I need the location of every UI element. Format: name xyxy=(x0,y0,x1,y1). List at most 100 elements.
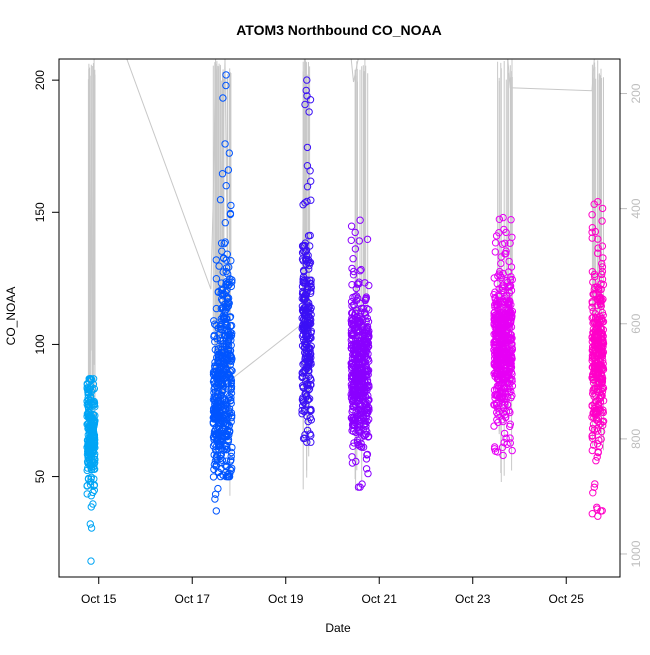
data-point xyxy=(361,309,369,317)
data-point xyxy=(508,382,517,390)
data-point xyxy=(219,94,227,102)
data-point xyxy=(498,240,507,248)
data-point xyxy=(87,392,95,401)
data-point xyxy=(227,201,235,210)
data-point xyxy=(225,149,234,157)
data-point xyxy=(352,296,361,305)
data-point xyxy=(352,363,360,371)
data-point xyxy=(209,418,218,426)
data-point xyxy=(506,408,514,417)
data-point xyxy=(591,480,599,488)
data-point xyxy=(83,482,91,490)
data-point xyxy=(588,354,597,362)
data-point xyxy=(303,183,312,191)
data-point xyxy=(83,397,92,406)
data-point xyxy=(594,512,602,520)
data-point xyxy=(352,341,360,349)
data-point xyxy=(492,401,501,410)
data-point xyxy=(360,330,368,338)
data-point xyxy=(588,211,596,219)
data-point xyxy=(491,391,499,399)
data-point xyxy=(508,377,516,385)
data-point xyxy=(357,265,365,274)
data-point xyxy=(589,385,598,394)
data-point xyxy=(221,401,229,409)
data-point xyxy=(217,396,225,405)
data-point xyxy=(360,389,369,397)
data-point xyxy=(221,332,230,340)
data-point xyxy=(307,360,315,368)
data-point xyxy=(302,291,310,299)
data-point xyxy=(506,358,514,367)
data-point xyxy=(508,346,516,354)
data-point xyxy=(298,410,306,418)
data-point xyxy=(598,217,606,225)
data-point xyxy=(503,393,512,401)
data-point xyxy=(222,472,230,481)
data-point xyxy=(225,431,233,439)
data-point xyxy=(597,298,605,306)
data-point xyxy=(222,462,231,471)
data-point xyxy=(590,392,598,401)
data-point xyxy=(298,290,307,298)
data-point xyxy=(365,281,373,290)
data-point xyxy=(491,303,499,311)
data-point xyxy=(499,343,507,351)
data-point xyxy=(348,264,356,273)
data-point xyxy=(491,239,500,247)
data-point xyxy=(353,317,362,326)
data-point xyxy=(498,374,506,382)
data-point xyxy=(500,316,508,324)
data-point xyxy=(589,376,598,384)
data-point xyxy=(220,313,229,321)
data-point xyxy=(504,336,512,344)
data-point xyxy=(304,396,312,404)
data-point xyxy=(492,352,501,360)
data-point xyxy=(216,411,225,420)
data-point xyxy=(221,318,229,326)
data-point xyxy=(305,108,313,116)
data-point xyxy=(224,356,232,364)
data-point xyxy=(300,276,308,284)
data-point xyxy=(303,92,311,100)
altitude-trace-layer xyxy=(87,59,604,496)
data-point xyxy=(299,336,308,344)
data-point xyxy=(590,270,599,279)
data-point xyxy=(500,375,508,384)
data-point xyxy=(301,434,309,442)
data-point xyxy=(226,209,235,218)
x-tick-label: Oct 23 xyxy=(455,592,491,606)
data-point xyxy=(492,313,500,321)
data-point xyxy=(83,490,91,498)
data-point xyxy=(353,396,362,405)
data-point xyxy=(348,407,356,416)
data-point xyxy=(227,375,235,383)
data-point xyxy=(303,76,311,84)
data-point xyxy=(226,322,235,330)
data-point xyxy=(217,362,226,371)
data-point xyxy=(221,396,229,404)
data-point xyxy=(598,204,607,213)
data-point xyxy=(225,263,233,271)
data-point xyxy=(227,452,235,461)
data-point xyxy=(499,269,507,278)
data-point xyxy=(84,403,93,411)
data-point xyxy=(504,268,513,276)
data-point xyxy=(356,384,365,392)
data-point xyxy=(216,472,225,481)
data-point xyxy=(224,302,233,310)
data-point xyxy=(211,411,220,419)
data-point xyxy=(598,296,606,305)
data-point xyxy=(221,303,230,311)
data-point xyxy=(598,316,606,324)
data-point xyxy=(364,396,372,405)
data-point xyxy=(354,369,362,378)
data-point xyxy=(223,286,231,294)
data-point xyxy=(87,524,96,532)
data-point xyxy=(496,267,504,276)
data-point xyxy=(493,314,502,322)
data-point xyxy=(495,292,504,300)
right-y-tick-label: 400 xyxy=(629,198,643,218)
data-point xyxy=(490,422,498,430)
data-point xyxy=(356,483,364,491)
